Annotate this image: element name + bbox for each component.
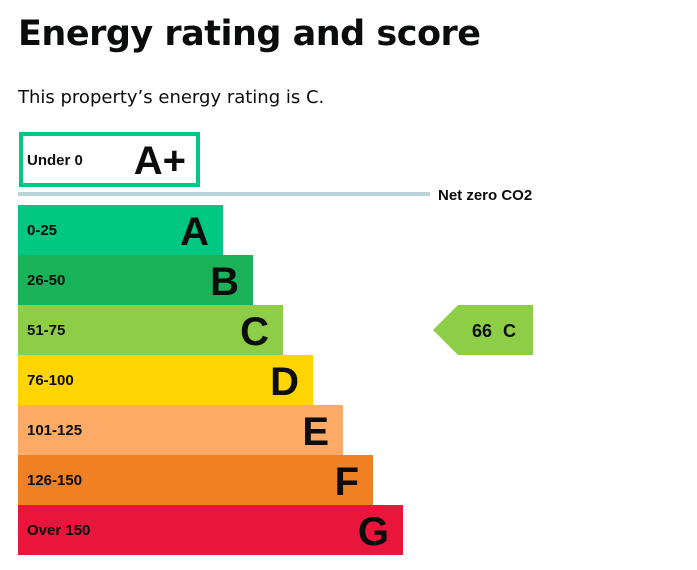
band-range-b: 26-50 <box>27 272 65 289</box>
band-bar-c <box>18 305 283 355</box>
current-letter: C <box>503 321 516 341</box>
band-range-f: 126-150 <box>27 472 82 489</box>
band-aplus-range: Under 0 <box>27 152 83 169</box>
band-letter-b: B <box>210 260 239 304</box>
band-bar-b <box>18 255 253 305</box>
band-letter-e: E <box>302 410 329 454</box>
band-range-g: Over 150 <box>27 522 90 539</box>
band-range-c: 51-75 <box>27 322 65 339</box>
band-bar-g <box>18 505 403 555</box>
band-letter-f: F <box>335 460 359 504</box>
band-range-e: 101-125 <box>27 422 82 439</box>
band-bar-f <box>18 455 373 505</box>
band-letter-c: C <box>240 310 269 354</box>
band-range-a: 0-25 <box>27 222 57 239</box>
band-bar-e <box>18 405 343 455</box>
band-bar-a <box>18 205 223 255</box>
band-aplus-box <box>19 132 200 187</box>
band-letter-a: A <box>180 210 209 254</box>
band-letter-g: G <box>358 510 389 554</box>
rating-summary: This property’s energy rating is C. <box>18 87 325 108</box>
band-bar-d <box>18 355 313 405</box>
band-letter-d: D <box>270 360 299 404</box>
current-score: 66 <box>472 321 492 341</box>
band-aplus-letter: A+ <box>134 139 186 183</box>
net-zero-label: Net zero CO2 <box>438 187 532 204</box>
net-zero-line <box>18 192 430 196</box>
band-range-d: 76-100 <box>27 372 74 389</box>
page-title: Energy rating and score <box>18 14 481 54</box>
current-rating-marker <box>433 305 533 355</box>
